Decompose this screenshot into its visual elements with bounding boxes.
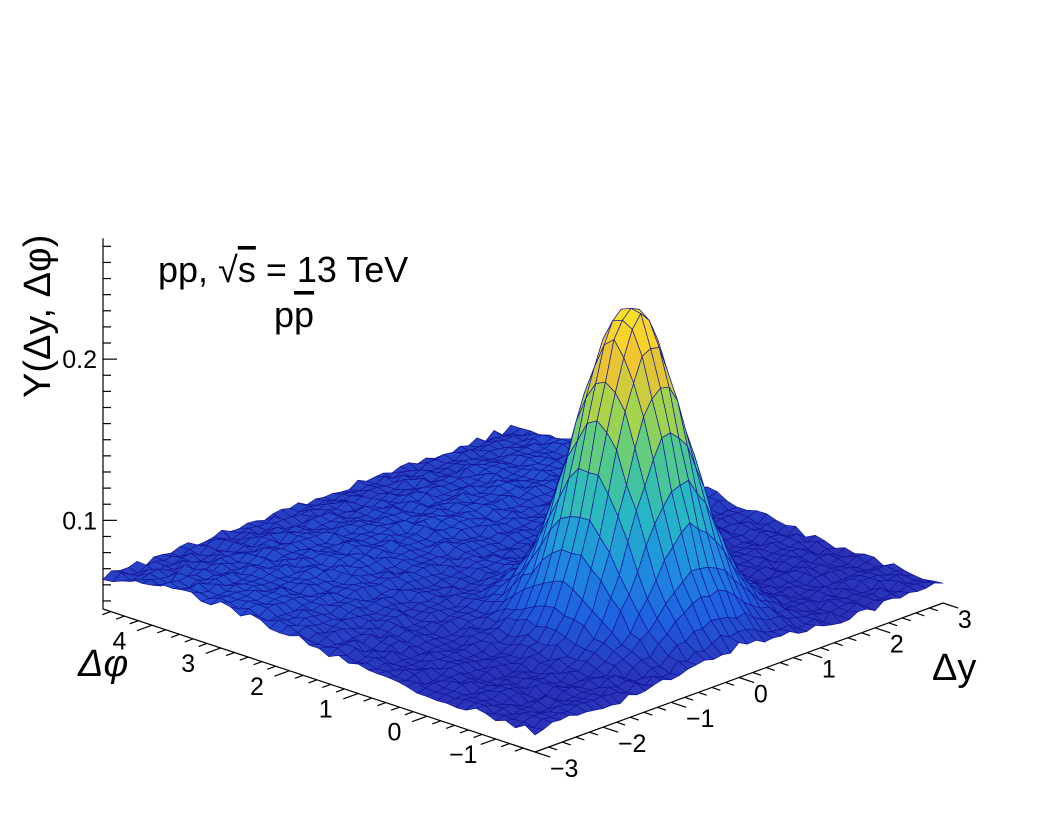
- x-tick-label: −1: [686, 705, 715, 733]
- surface-mesh: [102, 307, 944, 736]
- y-minor-tick: [170, 633, 180, 638]
- x-minor-tick: [902, 617, 911, 622]
- x-tick-label: 1: [822, 656, 836, 684]
- tick-labels: −3 −2 −1 0 1 2 3 −1 0 1 2 3 4 0.1 0.2: [62, 346, 972, 783]
- y-minor-tick: [404, 711, 414, 716]
- x-major-tick: [806, 652, 823, 659]
- z-tick-label: 0.1: [62, 507, 97, 535]
- x-minor-tick: [575, 736, 585, 741]
- y-minor-tick: [198, 642, 208, 648]
- x-tick-label: −2: [618, 730, 647, 758]
- y-axis-title: Δφ: [77, 643, 128, 685]
- x-axis-title: Δy: [932, 647, 976, 689]
- x-minor-tick: [793, 657, 803, 662]
- x-minor-tick: [684, 696, 694, 701]
- y-major-tick: [480, 738, 496, 746]
- energy-label-prefix: pp,: [158, 249, 218, 290]
- x-minor-tick: [820, 647, 830, 652]
- x-minor-tick: [562, 741, 571, 746]
- y-major-tick: [411, 715, 428, 723]
- y-tick-label: 1: [319, 696, 333, 724]
- x-minor-tick: [711, 686, 721, 691]
- y-minor-tick: [459, 729, 469, 734]
- x-tick-label: −3: [550, 755, 579, 783]
- y-major-tick: [343, 692, 359, 700]
- y-tick-label: −1: [449, 741, 478, 769]
- y-tick-label: 3: [181, 650, 195, 678]
- energy-label-suffix: = 13 TeV: [256, 249, 408, 290]
- y-minor-tick: [225, 651, 235, 657]
- x-major-tick: [602, 726, 619, 733]
- y-tick-label: 0: [388, 719, 402, 747]
- x-minor-tick: [589, 731, 599, 736]
- x-major-tick: [942, 602, 959, 609]
- x-minor-tick: [847, 637, 857, 642]
- y-minor-tick: [322, 683, 331, 689]
- y-minor-tick: [102, 610, 111, 616]
- sqrt-sign: √: [218, 249, 238, 290]
- y-minor-tick: [445, 724, 455, 730]
- axes: [102, 238, 959, 758]
- pair-label-pbar: p: [294, 294, 314, 335]
- y-major-tick: [274, 670, 290, 677]
- x-major-tick: [534, 751, 551, 758]
- y-minor-tick: [115, 615, 125, 620]
- y-minor-tick: [239, 656, 249, 661]
- x-minor-tick: [915, 612, 925, 617]
- y-minor-tick: [184, 638, 194, 643]
- surface-cell: [524, 724, 544, 736]
- x-minor-tick: [725, 681, 735, 686]
- x-minor-tick: [779, 662, 789, 666]
- y-minor-tick: [377, 702, 386, 707]
- y-minor-tick: [129, 620, 139, 625]
- pair-label: pp: [274, 294, 314, 335]
- x-major-tick: [670, 701, 687, 708]
- x-minor-tick: [657, 706, 667, 711]
- x-minor-tick: [834, 642, 843, 647]
- x-minor-tick: [630, 716, 639, 721]
- y-minor-tick: [308, 679, 318, 684]
- x-minor-tick: [616, 721, 626, 726]
- y-minor-tick: [253, 661, 263, 666]
- x-minor-tick: [698, 691, 707, 696]
- z-axis-title: Y(Δy, Δφ): [17, 235, 59, 398]
- x-major-tick: [738, 676, 755, 684]
- x-tick-label: 0: [754, 680, 768, 708]
- pair-label-p: p: [274, 294, 294, 335]
- x-minor-tick: [766, 666, 775, 671]
- y-minor-tick: [363, 697, 373, 702]
- x-minor-tick: [752, 671, 762, 676]
- y-axis-line: [102, 608, 536, 753]
- y-tick-label: 4: [112, 627, 126, 655]
- y-major-tick: [136, 624, 153, 632]
- x-tick-label: 3: [958, 606, 972, 634]
- x-minor-tick: [861, 632, 871, 637]
- z-tick-label: 0.2: [62, 346, 97, 374]
- y-tick-label: 2: [250, 673, 264, 701]
- x-major-tick: [874, 627, 891, 634]
- y-minor-tick: [473, 733, 483, 739]
- y-minor-tick: [294, 674, 304, 679]
- x-minor-tick: [548, 746, 558, 751]
- y-minor-tick: [267, 665, 276, 670]
- x-minor-tick: [888, 622, 898, 627]
- x-tick-label: 2: [890, 631, 904, 659]
- sqrt-s: s: [238, 249, 256, 290]
- y-minor-tick: [157, 629, 166, 634]
- y-minor-tick: [432, 720, 441, 725]
- energy-label: pp, √s = 13 TeV: [158, 249, 408, 290]
- x-minor-tick: [929, 607, 939, 612]
- y-minor-tick: [335, 688, 345, 693]
- y-minor-tick: [500, 742, 510, 748]
- y-minor-tick: [390, 706, 400, 711]
- y-major-tick: [205, 647, 221, 655]
- x-minor-tick: [643, 711, 653, 716]
- y-minor-tick: [514, 747, 524, 752]
